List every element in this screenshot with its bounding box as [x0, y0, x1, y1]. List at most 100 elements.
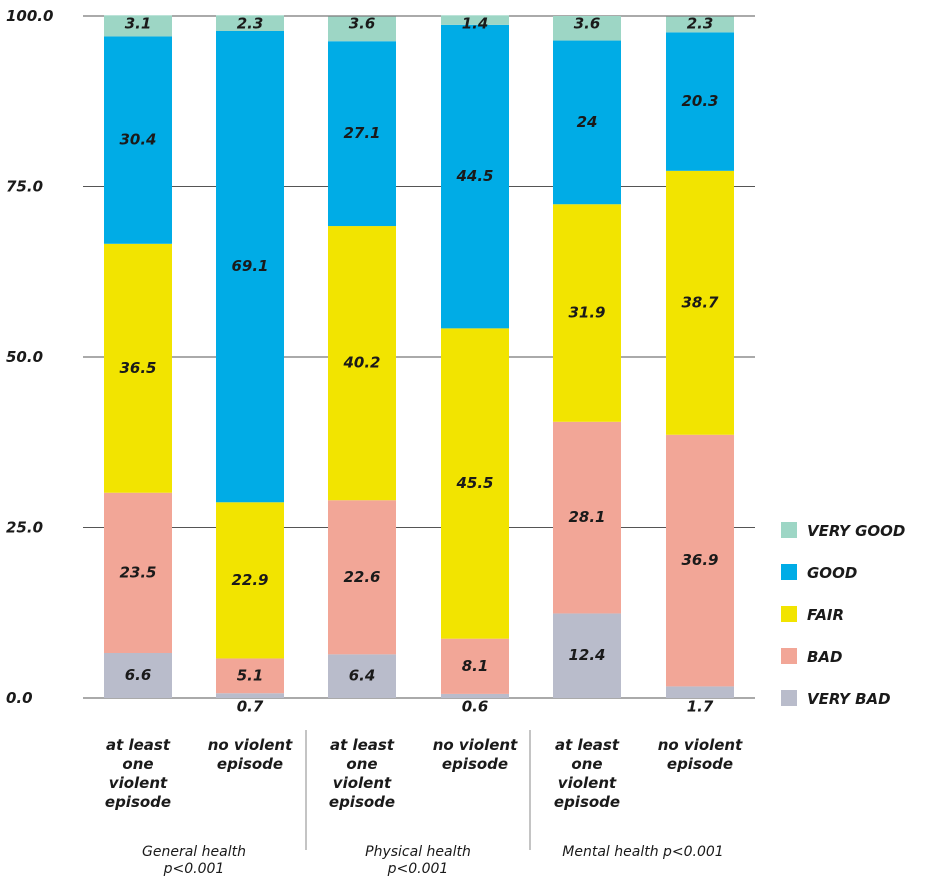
legend-label: FAIR: [807, 606, 844, 624]
data-label: 36.5: [119, 359, 156, 377]
legend: VERY GOOD GOOD FAIR BAD VERY BAD: [781, 522, 905, 708]
bar-segment-very-bad: [553, 613, 621, 698]
category-label: at least: [330, 736, 395, 754]
y-tick-label: 25.0: [6, 519, 43, 537]
data-label: 2.3: [237, 15, 264, 33]
y-tick-label: 50.0: [6, 348, 43, 366]
bar-segment-fair: [104, 243, 172, 493]
bar-segment-good: [666, 32, 734, 171]
legend-label: BAD: [807, 648, 843, 666]
group-label: General health: [142, 844, 246, 860]
legend-swatch: [781, 564, 797, 580]
category-label: one: [571, 755, 602, 773]
data-labels: 6.6 23.5 36.5 30.4 3.1 0.7 5.1 22.9 69.1 2.3 6.4 22…: [119, 15, 719, 716]
group-label: Mental health p<0.001: [562, 844, 723, 860]
data-label: 30.4: [119, 131, 156, 149]
bar-segment-good: [553, 40, 621, 205]
bar-segment-good: [104, 36, 172, 244]
data-label: 69.1: [231, 257, 268, 275]
bar-segment-very-bad: [666, 686, 734, 698]
category-label: at least: [555, 736, 620, 754]
bar-segment-very-good: [441, 15, 509, 25]
category-label: no violent: [208, 736, 293, 754]
bar-segment-very-good: [666, 16, 734, 33]
legend-swatch: [781, 606, 797, 622]
data-label: 40.2: [342, 354, 380, 372]
bar-segment-bad: [104, 492, 172, 653]
bar-segment-very-good: [553, 16, 621, 41]
data-label: 1.7: [687, 698, 714, 716]
bar-segment-fair: [666, 170, 734, 435]
data-label: 8.1: [462, 657, 489, 675]
legend-label: VERY GOOD: [807, 522, 905, 540]
bar-segment-bad: [553, 421, 621, 614]
data-label: 2.3: [687, 15, 714, 33]
bar-segment-good: [441, 24, 509, 329]
data-label: 6.4: [349, 667, 376, 685]
bars: [104, 15, 734, 698]
bar-segment-good: [216, 31, 284, 503]
bar-segment-very-bad: [328, 654, 396, 698]
legend-swatch: [781, 648, 797, 664]
data-label: 3.6: [574, 15, 601, 33]
bar-segment-fair: [441, 328, 509, 639]
data-label: 0.7: [237, 698, 264, 716]
data-label: 28.1: [568, 508, 605, 526]
bar-segment-very-bad: [441, 693, 509, 698]
data-label: 36.9: [681, 551, 718, 569]
data-label: 27.1: [343, 124, 380, 142]
category-label: episode: [329, 793, 395, 811]
bar-segment-good: [328, 41, 396, 227]
data-label: 24: [577, 113, 598, 131]
category-label: violent: [558, 774, 617, 792]
bar-segment-fair: [216, 502, 284, 659]
legend-swatch: [781, 690, 797, 706]
y-tick-label: 0.0: [6, 689, 33, 707]
category-label: violent: [109, 774, 168, 792]
category-label: no violent: [433, 736, 518, 754]
data-label: 22.6: [343, 568, 380, 586]
category-label: no violent: [658, 736, 743, 754]
data-label: 12.4: [568, 646, 605, 664]
data-label: 0.6: [462, 698, 489, 716]
category-label: episode: [217, 755, 283, 773]
bar-segment-very-good: [328, 16, 396, 42]
category-label: at least: [106, 736, 171, 754]
legend-label: VERY BAD: [807, 690, 891, 708]
data-label: 6.6: [125, 666, 152, 684]
data-label: 22.9: [231, 571, 268, 589]
category-label: episode: [554, 793, 620, 811]
category-label: violent: [333, 774, 392, 792]
category-label: one: [346, 755, 377, 773]
data-label: 3.1: [125, 15, 152, 33]
group-label: p<0.001: [387, 861, 449, 877]
bar-segment-bad: [216, 658, 284, 694]
data-label: 20.3: [681, 92, 718, 110]
legend-label: GOOD: [807, 564, 857, 582]
data-label: 31.9: [568, 304, 605, 322]
category-label: episode: [105, 793, 171, 811]
bar-segment-bad: [328, 500, 396, 655]
y-tick-label: 75.0: [6, 178, 43, 196]
bar-segment-very-bad: [104, 652, 172, 698]
legend-swatch: [781, 522, 797, 538]
data-label: 3.6: [349, 15, 376, 33]
data-label: 23.5: [119, 563, 156, 581]
category-label: episode: [667, 755, 733, 773]
data-label: 1.4: [462, 15, 489, 33]
category-label: episode: [442, 755, 508, 773]
bar-segment-very-good: [104, 15, 172, 37]
data-label: 38.7: [681, 293, 719, 311]
group-label: p<0.001: [163, 861, 225, 877]
bar-segment-fair: [553, 204, 621, 422]
bar-segment-very-good: [216, 15, 284, 32]
bar-segment-bad: [666, 434, 734, 687]
group-label: Physical health: [365, 844, 471, 860]
bar-segment-bad: [441, 638, 509, 694]
y-axis-ticks: 0.0 25.0 50.0 75.0 100.0: [6, 7, 53, 707]
data-label: 5.1: [237, 666, 264, 684]
data-label: 45.5: [455, 474, 493, 492]
bar-segment-very-bad: [216, 693, 284, 698]
